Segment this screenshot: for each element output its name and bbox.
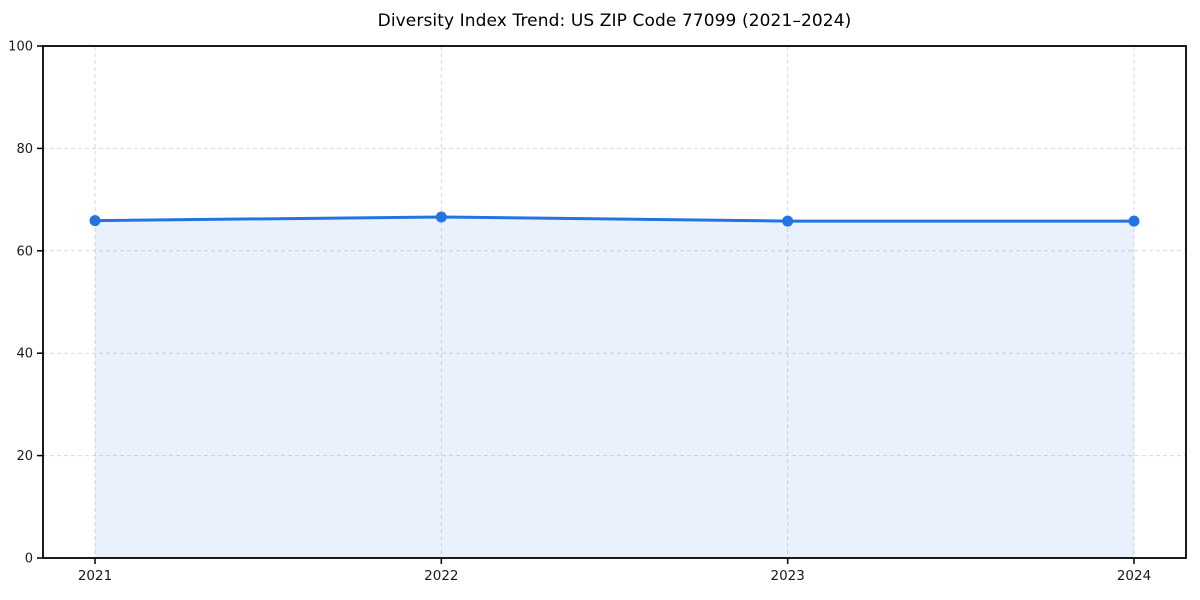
y-axis-tick-label: 20 xyxy=(16,449,33,464)
x-axis-tick-label: 2022 xyxy=(424,568,458,584)
y-axis-tick-label: 60 xyxy=(16,244,33,259)
y-axis-tick-label: 0 xyxy=(25,552,33,567)
y-axis-tick-label: 100 xyxy=(8,40,33,55)
x-axis-tick-label: 2024 xyxy=(1117,568,1151,584)
area-fill xyxy=(95,217,1134,558)
x-axis-tick-label: 2021 xyxy=(78,568,112,584)
trend-line xyxy=(93,215,1136,223)
data-point-marker xyxy=(435,211,447,223)
data-point-marker xyxy=(89,215,101,227)
chart-title: Diversity Index Trend: US ZIP Code 77099… xyxy=(377,11,852,31)
y-axis-tick-label: 40 xyxy=(16,347,33,362)
y-axis-tick-label: 80 xyxy=(16,142,33,157)
x-axis-tick-label: 2023 xyxy=(770,568,804,584)
data-point-marker xyxy=(782,215,794,227)
data-point-marker xyxy=(1128,215,1140,227)
plot-border xyxy=(42,45,1187,559)
